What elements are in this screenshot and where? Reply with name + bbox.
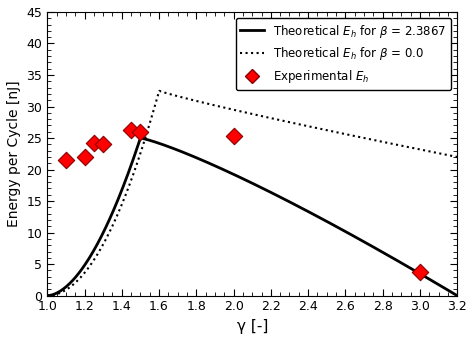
Point: [128, 127, 135, 133]
Point: [230, 133, 237, 139]
Point: [62, 157, 70, 163]
Y-axis label: Energy per Cycle [nJ]: Energy per Cycle [nJ]: [7, 80, 21, 227]
X-axis label: γ [-]: γ [-]: [237, 319, 268, 334]
Point: [90, 140, 98, 146]
Point: [81, 154, 88, 160]
Legend: Theoretical $E_h$ for $\beta$ = 2.3867, Theoretical $E_h$ for $\beta$ = 0.0, Exp: Theoretical $E_h$ for $\beta$ = 2.3867, …: [236, 18, 451, 90]
Point: [100, 142, 107, 147]
Point: [416, 269, 424, 275]
Point: [137, 129, 144, 134]
